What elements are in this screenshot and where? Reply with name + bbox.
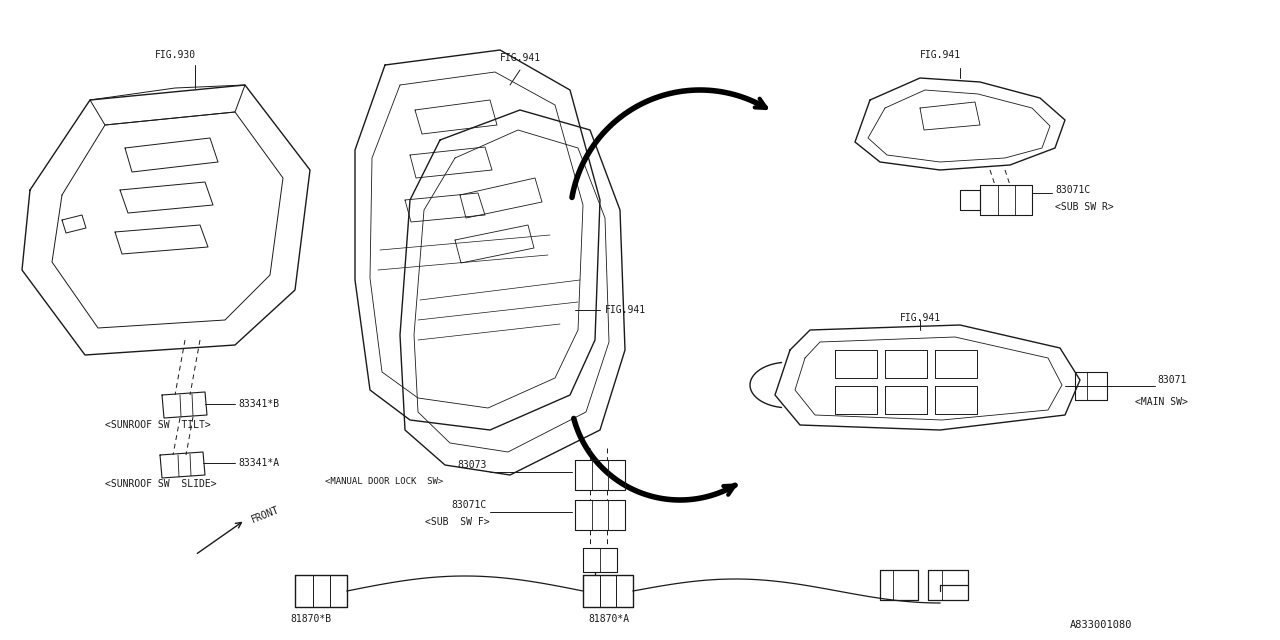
Text: <MAIN SW>: <MAIN SW> [1135,397,1188,407]
Text: <MANUAL DOOR LOCK  SW>: <MANUAL DOOR LOCK SW> [325,477,443,486]
Text: FIG.941: FIG.941 [920,50,961,60]
Text: <SUB SW R>: <SUB SW R> [1055,202,1114,212]
Text: FRONT: FRONT [250,505,282,525]
Text: FIG.941: FIG.941 [900,313,941,323]
Text: 83071: 83071 [1157,375,1187,385]
Text: 83341*A: 83341*A [238,458,279,468]
Text: 83071C: 83071C [452,500,486,510]
Text: FIG.930: FIG.930 [155,50,196,60]
Text: A833001080: A833001080 [1070,620,1133,630]
Text: 81870*A: 81870*A [588,614,630,624]
Text: 83073: 83073 [458,460,486,470]
Text: <SUNROOF SW  TILT>: <SUNROOF SW TILT> [105,420,211,430]
Text: 83071C: 83071C [1055,185,1091,195]
Text: 81870*B: 81870*B [291,614,332,624]
Text: <SUB  SW F>: <SUB SW F> [425,517,490,527]
Text: FIG.941: FIG.941 [500,53,541,63]
Text: <SUNROOF SW  SLIDE>: <SUNROOF SW SLIDE> [105,479,216,489]
Text: 83341*B: 83341*B [238,399,279,409]
Text: FIG.941: FIG.941 [605,305,646,315]
